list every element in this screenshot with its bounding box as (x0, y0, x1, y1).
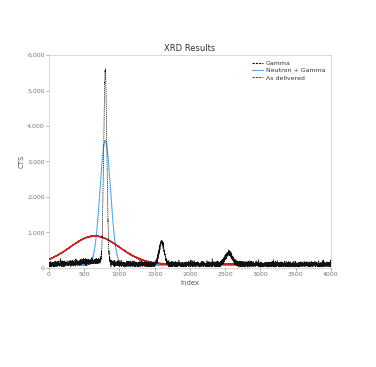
As delivered (103, 67, 108, 71)
As delivered (230, 254, 235, 259)
Gamma (230, 263, 235, 268)
Legend: Gamma, Neutron + Gamma, As delivered: Gamma, Neutron + Gamma, As delivered (249, 58, 328, 83)
Neutron + Gamma (230, 262, 235, 267)
Gamma (329, 263, 333, 267)
As delivered (329, 264, 333, 268)
Gamma (279, 263, 283, 267)
As delivered (216, 265, 220, 269)
Gamma (316, 264, 320, 268)
Gamma (257, 263, 262, 267)
Neutron + Gamma (257, 262, 262, 266)
Title: XRD Results: XRD Results (164, 44, 215, 53)
Neutron + Gamma (98, 235, 102, 239)
As delivered (47, 261, 51, 266)
X-axis label: Index: Index (180, 280, 199, 286)
Line: As delivered: As delivered (49, 69, 331, 267)
Neutron + Gamma (329, 262, 333, 266)
Neutron + Gamma (155, 261, 159, 266)
Line: Neutron + Gamma: Neutron + Gamma (49, 236, 331, 265)
As delivered (98, 256, 102, 260)
Neutron + Gamma (279, 262, 283, 267)
Gamma (216, 262, 220, 267)
Gamma (103, 139, 107, 143)
Line: Gamma: Gamma (49, 141, 331, 266)
As delivered (47, 265, 52, 269)
Gamma (155, 263, 159, 267)
Neutron + Gamma (305, 263, 309, 267)
Neutron + Gamma (93, 233, 97, 238)
Neutron + Gamma (47, 257, 51, 262)
Gamma (47, 263, 51, 267)
As delivered (279, 260, 283, 264)
Neutron + Gamma (216, 262, 220, 267)
Gamma (98, 186, 102, 190)
As delivered (155, 258, 159, 262)
As delivered (257, 265, 262, 269)
Y-axis label: CTS: CTS (18, 155, 24, 168)
